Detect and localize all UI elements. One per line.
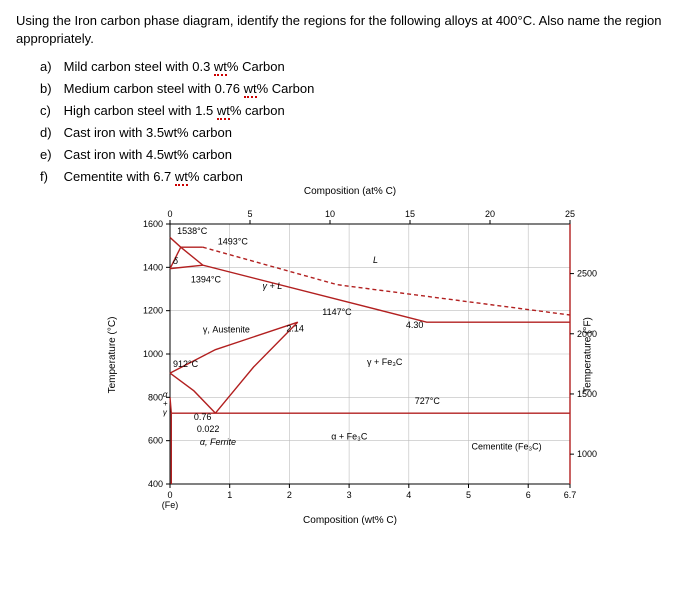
svg-text:2500: 2500 [577, 269, 597, 279]
wt-underline: wt [175, 169, 188, 186]
svg-text:1147°C: 1147°C [322, 307, 352, 317]
svg-text:1200: 1200 [143, 306, 163, 316]
wt-underline: wt [214, 59, 227, 76]
svg-text:800: 800 [148, 393, 163, 403]
part-label: c) [40, 102, 60, 121]
part-label: d) [40, 124, 60, 143]
svg-text:4: 4 [406, 490, 411, 500]
svg-text:2: 2 [287, 490, 292, 500]
part-label: a) [40, 58, 60, 77]
svg-text:+: + [163, 399, 168, 408]
part-text-pre: Medium carbon steel with 0.76 [64, 81, 244, 96]
wt-underline: wt [217, 103, 230, 120]
svg-text:L: L [373, 255, 378, 265]
svg-text:1000: 1000 [577, 450, 597, 460]
part-text-post: % Carbon [257, 81, 315, 96]
svg-text:0: 0 [167, 209, 172, 219]
svg-text:1600: 1600 [143, 219, 163, 229]
svg-text:γ + Fe₃C: γ + Fe₃C [367, 357, 403, 367]
part-e: e) Cast iron with 4.5wt% carbon [40, 146, 684, 165]
question-intro: Using the Iron carbon phase diagram, ide… [16, 12, 684, 48]
svg-text:5: 5 [466, 490, 471, 500]
svg-text:α, Ferrite: α, Ferrite [200, 437, 236, 447]
svg-text:25: 25 [565, 209, 575, 219]
part-label: f) [40, 168, 60, 187]
part-text-pre: Mild carbon steel with 0.3 [64, 59, 214, 74]
svg-text:γ, Austenite: γ, Austenite [203, 325, 250, 335]
svg-text:0: 0 [167, 490, 172, 500]
part-text-post: % Carbon [227, 59, 285, 74]
part-f: f) Cementite with 6.7 wt% carbon [40, 168, 684, 187]
parts-list: a) Mild carbon steel with 0.3 wt% Carbon… [40, 58, 684, 186]
svg-text:0.022: 0.022 [197, 424, 220, 434]
phase-diagram-svg: 4006008001000120014001600100015002000250… [100, 200, 600, 510]
phase-diagram: Composition (at% C) Composition (wt% C) … [100, 200, 600, 510]
svg-text:1493°C: 1493°C [218, 237, 249, 247]
svg-text:3: 3 [347, 490, 352, 500]
svg-text:600: 600 [148, 436, 163, 446]
svg-text:γ + L: γ + L [263, 281, 283, 291]
part-c: c) High carbon steel with 1.5 wt% carbon [40, 102, 684, 121]
svg-text:400: 400 [148, 479, 163, 489]
svg-text:4.30: 4.30 [406, 320, 424, 330]
svg-text:0.76: 0.76 [194, 413, 212, 423]
svg-text:5: 5 [247, 209, 252, 219]
part-b: b) Medium carbon steel with 0.76 wt% Car… [40, 80, 684, 99]
svg-text:727°C: 727°C [415, 396, 441, 406]
svg-text:α: α [163, 390, 168, 399]
part-text-post: % carbon [230, 103, 285, 118]
svg-text:912°C: 912°C [173, 359, 199, 369]
svg-text:2.14: 2.14 [286, 324, 304, 334]
svg-text:6: 6 [526, 490, 531, 500]
part-text-pre: Cast iron with 3.5wt% carbon [64, 125, 232, 140]
part-text-pre: Cementite with 6.7 [64, 169, 175, 184]
part-text-pre: High carbon steel with 1.5 [64, 103, 217, 118]
part-d: d) Cast iron with 3.5wt% carbon [40, 124, 684, 143]
part-label: e) [40, 146, 60, 165]
part-a: a) Mild carbon steel with 0.3 wt% Carbon [40, 58, 684, 77]
part-text-post: % carbon [188, 169, 243, 184]
wt-underline: wt [244, 81, 257, 98]
svg-text:(Fe): (Fe) [162, 500, 179, 510]
part-text-pre: Cast iron with 4.5wt% carbon [64, 147, 232, 162]
svg-text:γ: γ [163, 408, 168, 417]
svg-text:1000: 1000 [143, 349, 163, 359]
svg-text:20: 20 [485, 209, 495, 219]
svg-text:1400: 1400 [143, 263, 163, 273]
part-label: b) [40, 80, 60, 99]
svg-text:δ: δ [173, 257, 179, 267]
svg-text:1394°C: 1394°C [191, 275, 222, 285]
svg-text:1: 1 [227, 490, 232, 500]
x-bottom-label: Composition (wt% C) [303, 515, 397, 526]
svg-text:α + Fe₃C: α + Fe₃C [331, 432, 368, 442]
svg-text:Cementite (Fe₃C): Cementite (Fe₃C) [471, 442, 541, 452]
y-right-label: Temperature (°F) [583, 318, 594, 394]
x-top-label: Composition (at% C) [304, 186, 396, 197]
svg-text:1538°C: 1538°C [177, 226, 208, 236]
svg-text:10: 10 [325, 209, 335, 219]
svg-text:15: 15 [405, 209, 415, 219]
svg-text:6.7: 6.7 [564, 490, 577, 500]
y-left-label: Temperature (°C) [107, 317, 118, 394]
